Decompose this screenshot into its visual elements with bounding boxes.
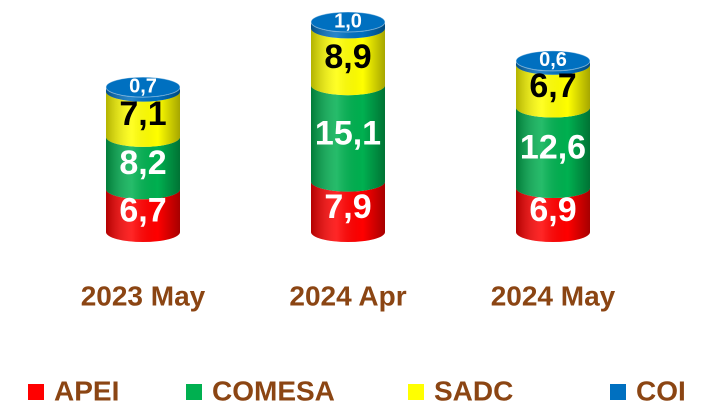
value-label: 0,6 (539, 49, 567, 71)
cylinder-shading (106, 87, 180, 242)
legend-label: SADC (434, 375, 513, 406)
value-label: 0,7 (129, 75, 157, 97)
category-label: 2023 May (81, 280, 206, 311)
legend-label: COMESA (212, 375, 335, 406)
value-label: 6,9 (529, 191, 576, 229)
value-label: 6,7 (119, 192, 166, 230)
legend-swatch (28, 384, 44, 400)
cylinder-shading (516, 60, 590, 242)
legend-swatch (186, 384, 202, 400)
category-label: 2024 Apr (289, 280, 406, 311)
value-label: 1,0 (334, 10, 362, 32)
value-label: 7,1 (119, 95, 166, 133)
cylinder-shading (311, 22, 385, 242)
value-label: 6,7 (529, 67, 576, 105)
cylinder-cap (105, 76, 181, 98)
cylinder-cap (310, 11, 386, 33)
value-label: 7,9 (324, 188, 371, 226)
legend-label: COI (636, 375, 686, 406)
legend-label: APEI (54, 375, 119, 406)
legend-swatch (610, 384, 626, 400)
legend-swatch (408, 384, 424, 400)
value-label: 12,6 (520, 129, 586, 167)
value-label: 8,2 (119, 144, 166, 182)
value-label: 8,9 (324, 38, 371, 76)
value-label: 15,1 (315, 114, 381, 152)
category-label: 2024 May (491, 280, 616, 311)
cylinder-cap (515, 50, 591, 72)
